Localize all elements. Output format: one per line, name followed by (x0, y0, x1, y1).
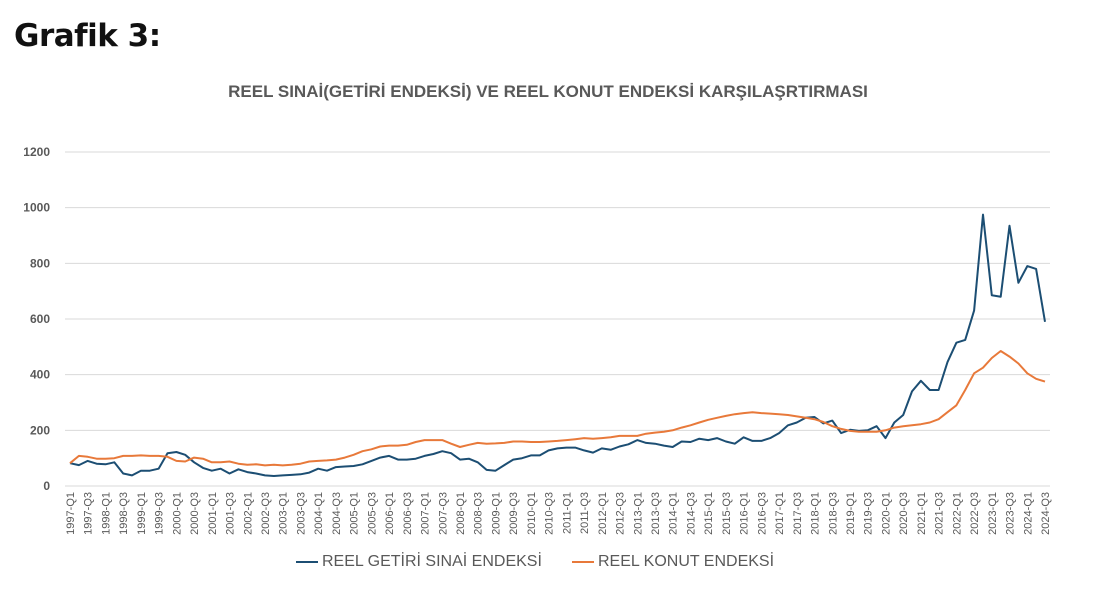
x-tick-label: 2010-Q1 (526, 492, 538, 535)
x-tick-label: 2015-Q1 (703, 492, 715, 535)
x-tick-label: 2007-Q1 (420, 492, 432, 535)
x-tick-label: 2013-Q1 (632, 492, 644, 535)
x-tick-label: 1999-Q3 (154, 492, 166, 535)
x-tick-label: 2012-Q3 (615, 492, 627, 535)
x-tick-label: 2009-Q3 (508, 492, 520, 535)
y-tick-label: 400 (30, 368, 50, 382)
x-tick-label: 2022-Q3 (969, 492, 981, 535)
legend-item-sinai: REEL GETİRİ SINAİ ENDEKSİ (296, 553, 542, 571)
x-tick-label: 2022-Q1 (951, 492, 963, 535)
x-tick-label: 2018-Q1 (810, 492, 822, 535)
x-tick-label: 2017-Q1 (774, 492, 786, 535)
x-tick-label: 1997-Q1 (65, 492, 77, 535)
series-line-sinai (69, 213, 1046, 477)
x-tick-label: 1998-Q3 (118, 492, 130, 535)
x-tick-label: 1997-Q3 (83, 492, 95, 535)
x-tick-label: 2003-Q3 (295, 492, 307, 535)
chart-title: REEL SINAİ(GETİRİ ENDEKSİ) VE REEL KONUT… (228, 82, 868, 101)
x-tick-label: 2008-Q1 (455, 492, 467, 535)
x-tick-label: 2001-Q1 (207, 492, 219, 535)
legend-label-sinai: REEL GETİRİ SINAİ ENDEKSİ (322, 553, 542, 570)
legend-swatch-sinai (296, 561, 318, 563)
x-tick-label: 2020-Q1 (880, 492, 892, 535)
x-tick-label: 2002-Q1 (242, 492, 254, 535)
x-tick-label: 2014-Q1 (668, 492, 680, 535)
figure-heading: Grafik 3: (14, 18, 161, 54)
x-tick-label: 2005-Q1 (349, 492, 361, 535)
x-tick-label: 2021-Q1 (916, 492, 928, 535)
x-tick-label: 2024-Q3 (1040, 492, 1052, 535)
y-tick-label: 1200 (23, 145, 50, 159)
x-tick-label: 2004-Q1 (313, 492, 325, 535)
x-tick-label: 2012-Q1 (597, 492, 609, 535)
x-tick-label: 2006-Q1 (384, 492, 396, 535)
series-line-konut (69, 350, 1046, 467)
x-tick-label: 2019-Q1 (845, 492, 857, 535)
y-tick-label: 0 (43, 479, 50, 493)
x-tick-label: 2014-Q3 (685, 492, 697, 535)
x-tick-label: 2023-Q1 (987, 492, 999, 535)
x-tick-label: 2001-Q3 (225, 492, 237, 535)
x-tick-label: 2024-Q1 (1022, 492, 1034, 535)
x-tick-label: 2011-Q3 (579, 492, 591, 534)
x-tick-label: 2007-Q3 (437, 492, 449, 535)
y-tick-label: 800 (30, 256, 50, 270)
x-tick-label: 2023-Q3 (1005, 492, 1017, 535)
x-tick-label: 1999-Q1 (136, 492, 148, 535)
x-tick-label: 2015-Q3 (721, 492, 733, 535)
x-tick-label: 1998-Q1 (100, 492, 112, 535)
x-tick-label: 2000-Q1 (171, 492, 183, 535)
x-tick-label: 2018-Q3 (827, 492, 839, 535)
x-tick-label: 2000-Q3 (189, 492, 201, 535)
y-tick-label: 1000 (23, 201, 50, 215)
x-tick-label: 2016-Q3 (756, 492, 768, 535)
x-tick-label: 2002-Q3 (260, 492, 272, 535)
x-tick-label: 2016-Q1 (739, 492, 751, 535)
x-tick-label: 2017-Q3 (792, 492, 804, 535)
x-tick-label: 2011-Q1 (561, 492, 573, 534)
y-tick-label: 600 (30, 312, 50, 326)
x-tick-label: 2010-Q3 (544, 492, 556, 535)
x-tick-label: 2019-Q3 (863, 492, 875, 535)
x-tick-label: 2006-Q3 (402, 492, 414, 535)
x-tick-label: 2003-Q1 (278, 492, 290, 535)
legend-label-konut: REEL KONUT ENDEKSİ (598, 553, 775, 570)
x-tick-label: 2009-Q1 (490, 492, 502, 535)
x-tick-label: 2005-Q3 (366, 492, 378, 535)
y-tick-label: 200 (30, 423, 50, 437)
x-tick-label: 2013-Q3 (650, 492, 662, 535)
x-tick-label: 2020-Q3 (898, 492, 910, 535)
legend-item-konut: REEL KONUT ENDEKSİ (572, 553, 774, 571)
legend-swatch-konut (572, 561, 594, 563)
x-tick-label: 2008-Q3 (473, 492, 485, 535)
x-tick-label: 2004-Q3 (331, 492, 343, 535)
x-tick-label: 2021-Q3 (934, 492, 946, 535)
